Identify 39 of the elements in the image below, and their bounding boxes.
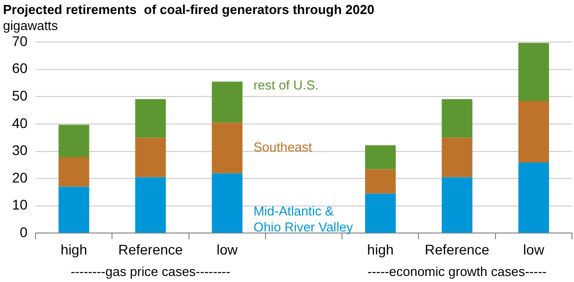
bar — [518, 42, 550, 101]
bar — [212, 82, 242, 123]
bar — [365, 145, 396, 170]
y-tick-label: 20 — [12, 169, 28, 186]
chart-title: Projected retirements of coal-fired generators through 2020 — [3, 2, 374, 17]
text: -----economic growth cases----- — [367, 264, 547, 279]
y-axis-title: gigawatts — [3, 18, 58, 33]
y-tick-label: 10 — [12, 196, 28, 213]
x-tick-label: low — [523, 241, 546, 258]
y-tick-label: 50 — [12, 87, 28, 104]
bar — [518, 162, 550, 233]
series-label: rest of U.S. — [253, 77, 318, 92]
series-label: Southeast — [253, 140, 312, 155]
x-tick-label: high — [60, 241, 88, 258]
bar — [212, 173, 242, 233]
y-tick-label: 60 — [12, 60, 28, 76]
bar — [442, 138, 472, 178]
text: --------gas price cases-------- — [70, 264, 230, 279]
bar — [365, 169, 396, 194]
bar — [135, 99, 166, 138]
x-tick-label: Reference — [424, 241, 490, 258]
bar — [135, 177, 166, 233]
x-tick-label: low — [216, 241, 239, 258]
y-tick-label: 70 — [12, 32, 28, 49]
bar — [135, 138, 166, 178]
x-tick-label: Reference — [118, 241, 184, 258]
series-label: Mid-Atlantic & Ohio River Valley — [253, 203, 354, 234]
bar — [58, 186, 90, 233]
bar — [58, 156, 90, 187]
bar — [518, 101, 550, 162]
bar — [442, 99, 472, 138]
bar — [212, 122, 242, 174]
bar — [365, 194, 396, 233]
y-tick-label: 30 — [12, 142, 28, 158]
bar — [58, 124, 90, 157]
y-tick-label: 40 — [12, 114, 28, 131]
bar — [442, 177, 472, 233]
x-tick-label: high — [367, 241, 394, 258]
y-tick-label: 0 — [20, 224, 28, 240]
